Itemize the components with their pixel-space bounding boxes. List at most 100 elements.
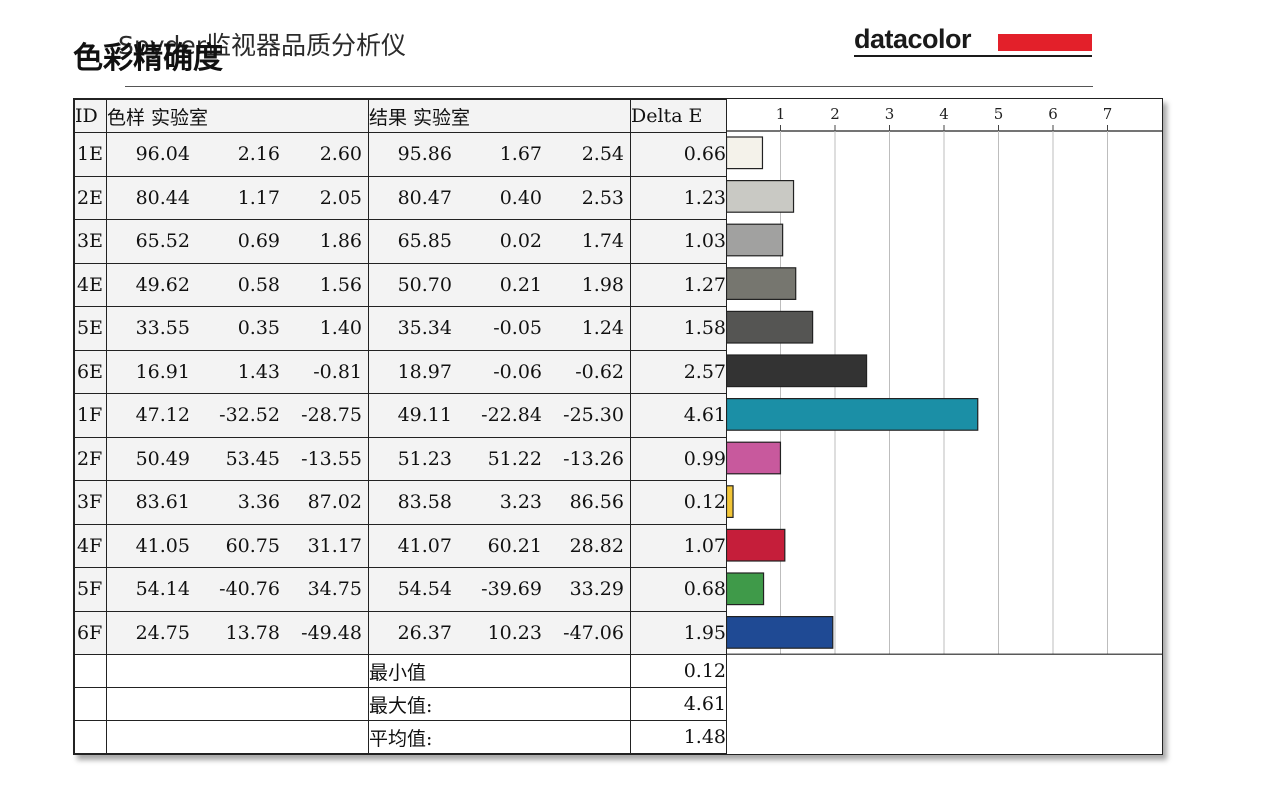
sample-lab-values-l: 65.52 <box>135 230 190 253</box>
sample-lab-values: 16.91 1.43 -0.81 <box>108 360 368 383</box>
stats-row: 平均值: 1.48 <box>74 720 727 754</box>
sample-lab-values-b: 87.02 <box>307 491 362 514</box>
sample-lab-values-a: 1.43 <box>237 360 280 383</box>
x-tick-label: 2 <box>830 105 840 123</box>
result-lab-values-a: -0.05 <box>493 317 542 340</box>
result-lab-values: 50.70 0.21 1.98 <box>370 273 630 296</box>
sample-lab-values-a: 2.16 <box>237 143 280 166</box>
sample-lab-values-a: 1.17 <box>237 186 280 209</box>
result-lab-values-a: 1.67 <box>499 143 542 166</box>
x-tick-label: 6 <box>1048 105 1058 123</box>
stats-value: 1.48 <box>630 720 727 754</box>
delta-e-value: 0.99 <box>630 436 727 481</box>
sample-lab-values-l: 80.44 <box>135 186 190 209</box>
report-header: Spyder监视器品质分析仪 色彩精确度 datacolor <box>0 0 1268 95</box>
result-lab-values-a: -22.84 <box>481 404 542 427</box>
delta-e-bar <box>726 179 795 213</box>
table-row: 6F 24.75 13.78 -49.48 26.37 10.23 -47.06 1.95 <box>74 610 727 655</box>
sample-lab: 33.55 0.35 1.40 <box>106 306 369 351</box>
delta-e-bar <box>726 136 764 170</box>
result-lab-values-l: 54.54 <box>397 578 452 601</box>
row-id: 3F <box>74 480 107 525</box>
result-lab-values-a: -39.69 <box>481 578 542 601</box>
row-id: 6E <box>74 349 107 394</box>
result-lab-values-l: 80.47 <box>397 186 452 209</box>
sample-lab: 41.05 60.75 31.17 <box>106 523 369 568</box>
sample-lab-values-b: 31.17 <box>307 534 362 557</box>
result-lab-values-a: -0.06 <box>493 360 542 383</box>
result-lab-values: 18.97 -0.06 -0.62 <box>370 360 630 383</box>
sample-lab-values-b: 1.86 <box>319 230 362 253</box>
delta-e-value: 2.57 <box>630 349 727 394</box>
stats-empty-id <box>74 687 107 721</box>
table-row: 2F 50.49 53.45 -13.55 51.23 51.22 -13.26 0.99 <box>74 436 727 481</box>
delta-e-bar <box>726 310 814 344</box>
stats-empty-id <box>74 720 107 754</box>
result-lab-values-l: 35.34 <box>397 317 452 340</box>
table-row: 6E 16.91 1.43 -0.81 18.97 -0.06 -0.62 2.57 <box>74 349 727 394</box>
sample-lab-values-l: 49.62 <box>135 273 190 296</box>
result-lab: 49.11 -22.84 -25.30 <box>368 393 631 438</box>
result-lab-values-b: -13.26 <box>563 447 624 470</box>
sample-lab-values-a: -40.76 <box>219 578 280 601</box>
sample-lab-values-l: 16.91 <box>135 360 190 383</box>
logo-wordmark: datacolor <box>854 24 972 54</box>
table-row: 2E 80.44 1.17 2.05 80.47 0.40 2.53 1.23 <box>74 175 727 220</box>
sample-lab-values: 47.12 -32.52 -28.75 <box>108 404 368 427</box>
row-id: 2F <box>74 436 107 481</box>
result-lab-values-b: 1.98 <box>581 273 624 296</box>
sample-lab-values: 83.61 3.36 87.02 <box>108 491 368 514</box>
row-id: 1F <box>74 393 107 438</box>
delta-e-bar <box>726 485 734 518</box>
col-header-id: ID <box>74 99 107 133</box>
sample-lab-values-l: 83.61 <box>135 491 190 514</box>
result-lab-values-b: -0.62 <box>575 360 624 383</box>
table-header-row: ID 色样 实验室 结果 实验室 Delta E <box>74 99 727 133</box>
result-lab-values-l: 41.07 <box>397 534 452 557</box>
result-lab-values: 49.11 -22.84 -25.30 <box>370 404 630 427</box>
row-id: 5E <box>74 306 107 351</box>
datacolor-logo: datacolor <box>854 24 1094 62</box>
row-id: 4E <box>74 262 107 307</box>
sample-lab-values-a: 3.36 <box>237 491 280 514</box>
row-id: 2E <box>74 175 107 220</box>
color-accuracy-table: ID 色样 实验室 结果 实验室 Delta E 1E 96.04 2.16 2.60… <box>74 99 727 754</box>
stats-value: 0.12 <box>630 654 727 688</box>
sample-lab-values-l: 47.12 <box>135 404 190 427</box>
delta-e-value: 0.68 <box>630 567 727 612</box>
result-lab-values-l: 18.97 <box>397 360 452 383</box>
result-lab-values-a: 0.02 <box>499 230 542 253</box>
result-lab-values-a: 51.22 <box>487 447 542 470</box>
sample-lab-values-a: 0.69 <box>237 230 280 253</box>
delta-e-value: 1.07 <box>630 523 727 568</box>
x-tick-label: 4 <box>939 105 949 123</box>
sample-lab-values-a: 0.35 <box>237 317 280 340</box>
delta-e-value: 1.27 <box>630 262 727 307</box>
delta-e-value: 0.66 <box>630 132 727 177</box>
result-lab-values-b: -47.06 <box>563 621 624 644</box>
table-row: 3F 83.61 3.36 87.02 83.58 3.23 86.56 0.12 <box>74 480 727 525</box>
sample-lab-values-a: -32.52 <box>219 404 280 427</box>
section-title: 色彩精确度 <box>73 41 223 76</box>
result-lab-values: 41.07 60.21 28.82 <box>370 534 630 557</box>
result-lab-values-b: 86.56 <box>569 491 624 514</box>
delta-e-value: 1.23 <box>630 175 727 220</box>
sample-lab: 83.61 3.36 87.02 <box>106 480 369 525</box>
result-lab: 65.85 0.02 1.74 <box>368 219 631 264</box>
delta-e-bar <box>726 441 782 475</box>
sample-lab-values-b: 2.05 <box>319 186 362 209</box>
x-tick-label: 3 <box>885 105 895 123</box>
sample-lab: 47.12 -32.52 -28.75 <box>106 393 369 438</box>
sample-lab-values-b: 34.75 <box>307 578 362 601</box>
result-lab-values-a: 60.21 <box>487 534 542 557</box>
result-lab-values-b: 33.29 <box>569 578 624 601</box>
delta-e-bar <box>726 528 786 562</box>
result-lab-values-a: 10.23 <box>487 621 542 644</box>
delta-e-bar <box>726 572 765 606</box>
delta-e-bar <box>726 615 834 649</box>
sample-lab: 65.52 0.69 1.86 <box>106 219 369 264</box>
sample-lab-values-l: 50.49 <box>135 447 190 470</box>
result-lab-values: 35.34 -0.05 1.24 <box>370 317 630 340</box>
result-lab: 50.70 0.21 1.98 <box>368 262 631 307</box>
result-lab-values-l: 95.86 <box>397 143 452 166</box>
